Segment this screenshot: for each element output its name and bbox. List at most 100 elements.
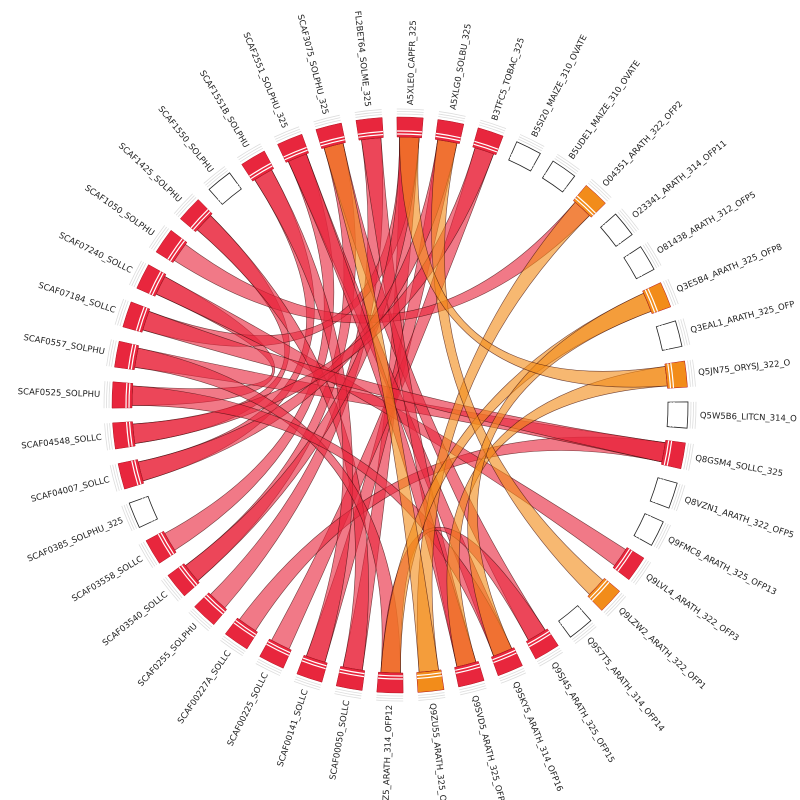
node-band bbox=[617, 550, 633, 572]
node-label: SCAF03540_SOLLC bbox=[101, 590, 170, 649]
node-tick-ring bbox=[192, 608, 213, 628]
node-band bbox=[148, 271, 162, 295]
node-tick-ring bbox=[294, 678, 321, 688]
node-label: Q8VZN1_ARATH_322_OFP5 bbox=[683, 495, 795, 541]
node-band bbox=[509, 156, 533, 169]
node-band bbox=[128, 421, 133, 447]
node-label: A5XLG0_SOLBU_325 bbox=[449, 23, 474, 111]
node-tick-ring bbox=[517, 138, 543, 152]
node-label: SCAF0557_SOLPHU bbox=[23, 333, 106, 357]
node-tick-ring bbox=[619, 210, 637, 232]
node-band bbox=[217, 183, 239, 201]
node-label: SCAF0255_SOLPHU bbox=[136, 622, 199, 689]
node-band bbox=[397, 130, 423, 133]
node-label: SCAF1551B_SOLPHU bbox=[197, 69, 251, 150]
node-tick-ring bbox=[689, 360, 694, 387]
node-arc bbox=[525, 628, 559, 660]
node-label: Q9SVD5_ARATH_325_OFP bbox=[469, 695, 506, 800]
node-label: Q9LZW2_ARATH_322_OFP1 bbox=[616, 606, 708, 692]
node-tick-ring bbox=[203, 166, 226, 184]
node-label: O04351_ARATH_322_OFP2 bbox=[601, 99, 685, 189]
node-tick-ring bbox=[418, 694, 445, 699]
node-band bbox=[267, 641, 291, 654]
node-tick-ring bbox=[667, 278, 679, 305]
node-tick-ring bbox=[536, 647, 561, 663]
node-tick-ring bbox=[677, 319, 686, 346]
node-band bbox=[663, 440, 670, 466]
node-tick-ring bbox=[518, 136, 544, 150]
node-tick-ring bbox=[334, 690, 362, 697]
node-tick-ring bbox=[188, 612, 209, 632]
node-tick-ring bbox=[314, 119, 341, 128]
node-tick-ring bbox=[273, 126, 300, 138]
node-label: B5UDE1_MAIZE_310_OVATE bbox=[567, 59, 643, 162]
node-tick-ring bbox=[223, 636, 246, 652]
node-band bbox=[160, 532, 175, 555]
node-tick-ring bbox=[239, 147, 264, 163]
node-arc bbox=[194, 592, 228, 626]
node-band bbox=[125, 421, 130, 448]
node-tick-ring bbox=[354, 109, 382, 113]
node-band bbox=[670, 362, 675, 389]
node-arc bbox=[241, 150, 275, 182]
node-label: SCAF1050_SOLPHU bbox=[83, 183, 156, 238]
node-tick-ring bbox=[257, 658, 283, 672]
node-band bbox=[250, 165, 273, 180]
node-band bbox=[284, 149, 308, 161]
node-tick-ring bbox=[293, 680, 320, 691]
node-tick-ring bbox=[106, 381, 108, 409]
node-tick-ring bbox=[221, 638, 245, 654]
node-label: Q9LVL4_ARATH_322_OFP3 bbox=[643, 572, 740, 643]
node-tick-ring bbox=[142, 541, 158, 566]
node-band bbox=[151, 272, 164, 296]
links bbox=[131, 136, 668, 674]
node-tick-ring bbox=[572, 622, 594, 640]
nodes bbox=[103, 108, 697, 702]
node-band bbox=[574, 197, 594, 216]
node-band bbox=[357, 130, 384, 135]
node-band bbox=[435, 132, 461, 139]
node-band bbox=[435, 135, 461, 142]
node-tick-ring bbox=[617, 211, 635, 233]
node-band bbox=[561, 609, 583, 627]
node-tick-ring bbox=[591, 178, 612, 198]
node-band bbox=[141, 498, 153, 522]
node-tick-ring bbox=[205, 168, 227, 186]
node-band bbox=[492, 649, 516, 661]
node-label: Q5JN75_ORYSJ_322_O bbox=[698, 358, 791, 378]
node-label: Q9S7T5_ARATH_314_OFP14 bbox=[584, 636, 666, 734]
node-label: Q9FMC8_ARATH_325_OFP13 bbox=[666, 535, 778, 598]
node-tick-ring bbox=[276, 131, 301, 142]
node-tick-ring bbox=[418, 692, 445, 696]
node-arc bbox=[259, 638, 292, 669]
node-label: B3TFC5_TOBAC_325 bbox=[490, 37, 527, 122]
node-label: SCAF00050_SOLLC bbox=[328, 699, 352, 780]
node-band bbox=[206, 594, 226, 613]
node-tick-ring bbox=[418, 697, 446, 701]
node-band bbox=[192, 211, 211, 231]
node-tick-ring bbox=[589, 180, 610, 200]
node-label: SCAF04007_SOLLC bbox=[30, 475, 111, 505]
node-tick-ring bbox=[500, 672, 527, 684]
node-band bbox=[127, 344, 134, 370]
node-arc bbox=[558, 605, 592, 638]
node-tick-ring bbox=[376, 697, 404, 699]
node-arc bbox=[633, 513, 664, 546]
node-band bbox=[135, 306, 145, 331]
node-band bbox=[144, 497, 156, 521]
node-band bbox=[266, 643, 290, 657]
node-tick-ring bbox=[519, 134, 545, 147]
node-arc bbox=[376, 671, 404, 694]
node-band bbox=[219, 186, 240, 203]
node-tick-ring bbox=[573, 624, 595, 642]
node-tick-ring bbox=[555, 156, 579, 172]
node-label: SCAF00141_SOLLC bbox=[276, 688, 311, 768]
node-band bbox=[661, 324, 669, 350]
node-tick-ring bbox=[151, 226, 167, 250]
node-band bbox=[378, 674, 403, 677]
node-tick-ring bbox=[499, 668, 524, 679]
node-band bbox=[658, 325, 666, 350]
node-tick-ring bbox=[237, 143, 261, 159]
node-tick-ring bbox=[355, 111, 382, 116]
